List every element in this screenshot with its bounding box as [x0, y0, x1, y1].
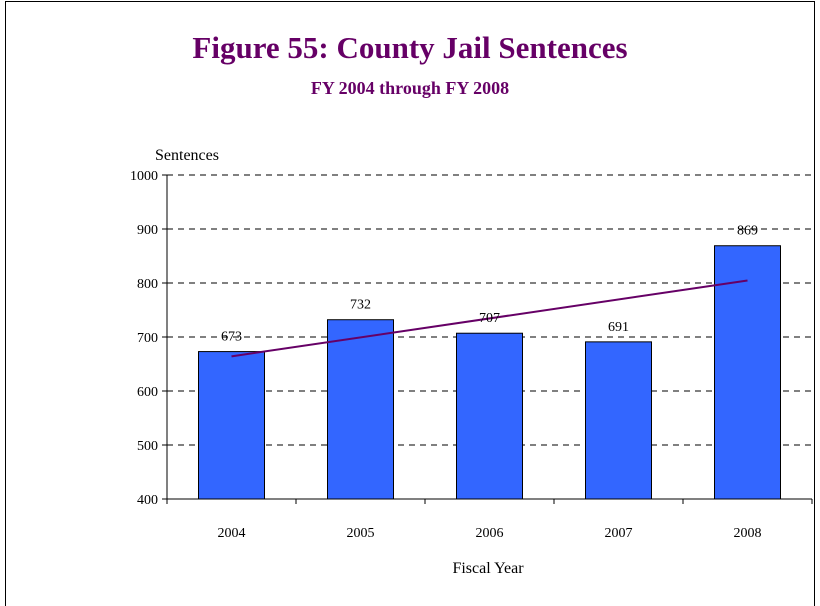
- y-tick-label: 600: [137, 385, 158, 400]
- chart-frame: [5, 1, 815, 606]
- y-tick-label: 800: [137, 277, 158, 292]
- x-tick-label: 2008: [734, 526, 762, 541]
- data-label: 707: [479, 311, 500, 326]
- data-label: 673: [221, 330, 242, 345]
- chart-subtitle: FY 2004 through FY 2008: [310, 78, 510, 98]
- bar: [585, 341, 652, 500]
- bar: [198, 351, 265, 500]
- data-label: 732: [350, 298, 371, 313]
- x-tick-label: 2004: [218, 526, 246, 541]
- y-tick-label: 1000: [130, 169, 158, 184]
- y-tick-label: 700: [137, 331, 158, 346]
- x-tick-label: 2007: [605, 526, 633, 541]
- y-tick-label: 500: [137, 439, 158, 454]
- bar: [456, 332, 523, 500]
- y-axis-label: Sentences: [155, 147, 219, 164]
- trendline: [231, 279, 748, 358]
- y-tick-label: 900: [137, 223, 158, 238]
- x-tick-label: 2005: [347, 526, 375, 541]
- y-tick-label: 400: [137, 493, 158, 508]
- x-tick-label: 2006: [476, 526, 504, 541]
- bar: [714, 245, 781, 500]
- chart-title: Figure 55: County Jail Sentences: [192, 30, 628, 65]
- data-label: 691: [608, 320, 629, 335]
- x-axis-label: Fiscal Year: [452, 560, 524, 577]
- data-label: 869: [737, 224, 758, 239]
- bar: [327, 319, 394, 500]
